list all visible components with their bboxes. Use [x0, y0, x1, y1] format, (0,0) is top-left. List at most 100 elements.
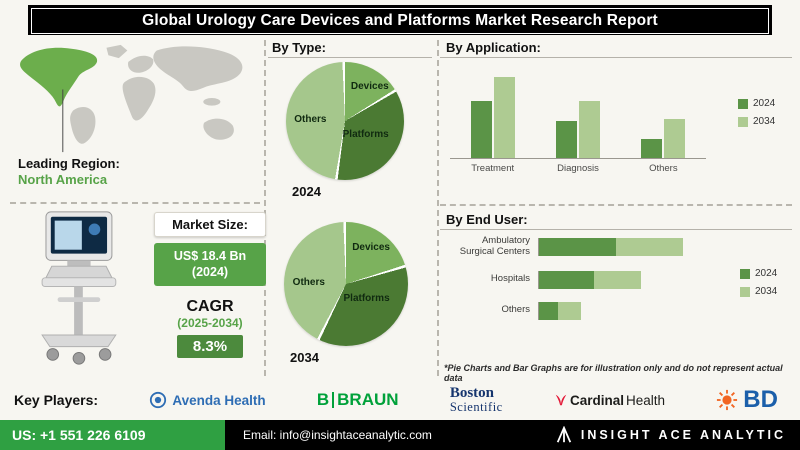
- market-size-label: Market Size:: [154, 212, 266, 237]
- urology-cart-illustration: [41, 211, 117, 365]
- bar-treatment-2024: [470, 100, 492, 158]
- cardinal-wings-icon: [555, 394, 567, 406]
- application-category-labels: Treatment Diagnosis Others: [450, 163, 706, 174]
- world-map: [10, 42, 258, 159]
- end-user-row-hospitals: Hospitals: [446, 270, 728, 289]
- cagr-period: (2025-2034): [177, 316, 243, 330]
- title-banner: Global Urology Care Devices and Platform…: [28, 5, 772, 35]
- braun-wordmark: BRAUN: [337, 390, 399, 409]
- braun-divider: [332, 392, 335, 408]
- hbar-asc-2024: [539, 237, 617, 256]
- bd-sunburst-icon: [717, 389, 738, 411]
- divider-vertical-left: [264, 40, 266, 376]
- bar-diagnosis-2024: [555, 121, 577, 158]
- pie-2024-others-label: Others: [294, 113, 327, 125]
- pie-2034-block: Devices Platforms Others 2034: [284, 222, 408, 365]
- pie-2034-platforms-label: Platforms: [343, 292, 390, 304]
- end-user-legend: 2024 2034: [740, 268, 777, 297]
- cagr-value-badge: 8.3%: [176, 335, 244, 358]
- market-size-badge: US$ 18.4 Bn (2024): [154, 243, 266, 286]
- legend-item-eu-2024: 2024: [740, 268, 777, 279]
- divider-left-column: [10, 202, 260, 204]
- footer-brand: INSIGHT ACE ANALYTIC: [554, 420, 800, 450]
- category-treatment: Treatment: [471, 163, 515, 174]
- market-size-block: Market Size: US$ 18.4 Bn (2024): [154, 212, 266, 286]
- leading-region-value: North America: [18, 172, 108, 188]
- bar-treatment-2034: [493, 77, 515, 158]
- end-user-bar-chart: Ambulatory Surgical Centers Hospitals Ot…: [446, 235, 728, 333]
- hbar-others-2034: [558, 301, 582, 320]
- boston-line1: Boston: [449, 385, 494, 402]
- logo-bd: BD: [716, 388, 778, 412]
- logo-boston-scientific: Boston Scientific: [450, 386, 503, 414]
- legend-swatch-eu-2034: [740, 286, 750, 297]
- application-bar-chart: Treatment Diagnosis Others: [450, 66, 706, 174]
- section-title-by-type: By Type:: [272, 40, 326, 55]
- braun-b: B: [316, 390, 330, 409]
- legend-item-2034: 2034: [738, 116, 775, 127]
- footer-bar: US: +1 551 226 6109 Email: info@insighta…: [0, 420, 800, 450]
- device-image: [8, 208, 146, 373]
- pie-2024-caption: 2024: [292, 184, 321, 199]
- legend-label-2034: 2034: [753, 116, 776, 127]
- world-map-svg: [20, 44, 243, 153]
- logo-b-braun: B BRAUN: [317, 390, 399, 410]
- divider-right-column: [440, 204, 792, 206]
- end-user-row-asc: Ambulatory Surgical Centers: [446, 235, 728, 258]
- page-title: Global Urology Care Devices and Platform…: [142, 12, 658, 29]
- market-size-year: (2024): [191, 265, 229, 280]
- bar-diagnosis-2034: [578, 100, 600, 158]
- footer-brand-text: INSIGHT ACE ANALYTIC: [580, 428, 786, 442]
- leading-region-label: Leading Region:: [18, 156, 120, 171]
- avenda-wordmark: Avenda Health: [172, 392, 266, 408]
- bd-wordmark: BD: [743, 386, 778, 413]
- cagr-label: CAGR: [186, 298, 234, 315]
- category-hospitals: Hospitals: [490, 273, 530, 285]
- leading-region: Leading Region: North America: [18, 156, 120, 189]
- divider-vertical-right: [437, 40, 439, 376]
- legend-item-eu-2034: 2034: [740, 286, 777, 297]
- market-size-value: US$ 18.4 Bn: [173, 249, 247, 263]
- hbar-hospitals-2034: [593, 270, 642, 289]
- key-players-row: Key Players: Avenda Health B BRAUN Bosto…: [0, 383, 800, 417]
- category-end-user-others: Others: [501, 304, 530, 316]
- avenda-circle-icon: [150, 391, 167, 409]
- north-america-region: [20, 47, 98, 107]
- legend-swatch-2034: [738, 116, 748, 127]
- section-title-by-end-user: By End User:: [446, 212, 528, 227]
- category-ambulatory-surgical-centers: Ambulatory Surgical Centers: [459, 235, 530, 257]
- by-type-rule: [268, 57, 432, 58]
- application-plot-area: [450, 66, 706, 159]
- pie-chart-2034: Devices Platforms Others: [284, 222, 408, 346]
- application-legend: 2024 2034: [738, 98, 775, 127]
- hbar-hospitals-2024: [539, 270, 594, 289]
- bar-group-diagnosis: [555, 66, 600, 158]
- bar-group-treatment: [470, 66, 515, 158]
- footer-phone: US: +1 551 226 6109: [0, 420, 225, 450]
- hbar-others-2024: [539, 301, 559, 320]
- key-players-label: Key Players:: [14, 392, 99, 408]
- end-user-row-others: Others: [446, 301, 728, 320]
- legend-swatch-2024: [738, 98, 748, 109]
- track-asc: [538, 237, 715, 256]
- pie-2034-devices-label: Devices: [352, 241, 390, 253]
- cardinal-part2: Health: [626, 392, 666, 408]
- cagr-block: CAGR (2025-2034) 8.3%: [154, 298, 266, 358]
- pie-2024-platforms-label: Platforms: [342, 129, 389, 141]
- legend-label-2024: 2024: [753, 98, 776, 109]
- logo-cardinal-health: Cardinal Health: [554, 393, 665, 408]
- disclaimer-note: *Pie Charts and Bar Graphs are for illus…: [444, 363, 783, 383]
- pie-2034-caption: 2034: [290, 350, 319, 365]
- bar-group-others: [641, 66, 686, 158]
- hbar-asc-2034: [616, 237, 684, 256]
- by-end-user-rule: [440, 229, 792, 230]
- footer-email: Email: info@insightaceanalytic.com: [225, 420, 555, 450]
- legend-label-eu-2024: 2024: [755, 268, 778, 279]
- track-others: [538, 301, 715, 320]
- by-application-rule: [440, 57, 792, 58]
- insight-ace-logo-icon: [556, 426, 571, 443]
- section-title-by-application: By Application:: [446, 40, 541, 55]
- boston-line2: Scientific: [449, 400, 503, 415]
- bar-others-2024: [641, 138, 663, 158]
